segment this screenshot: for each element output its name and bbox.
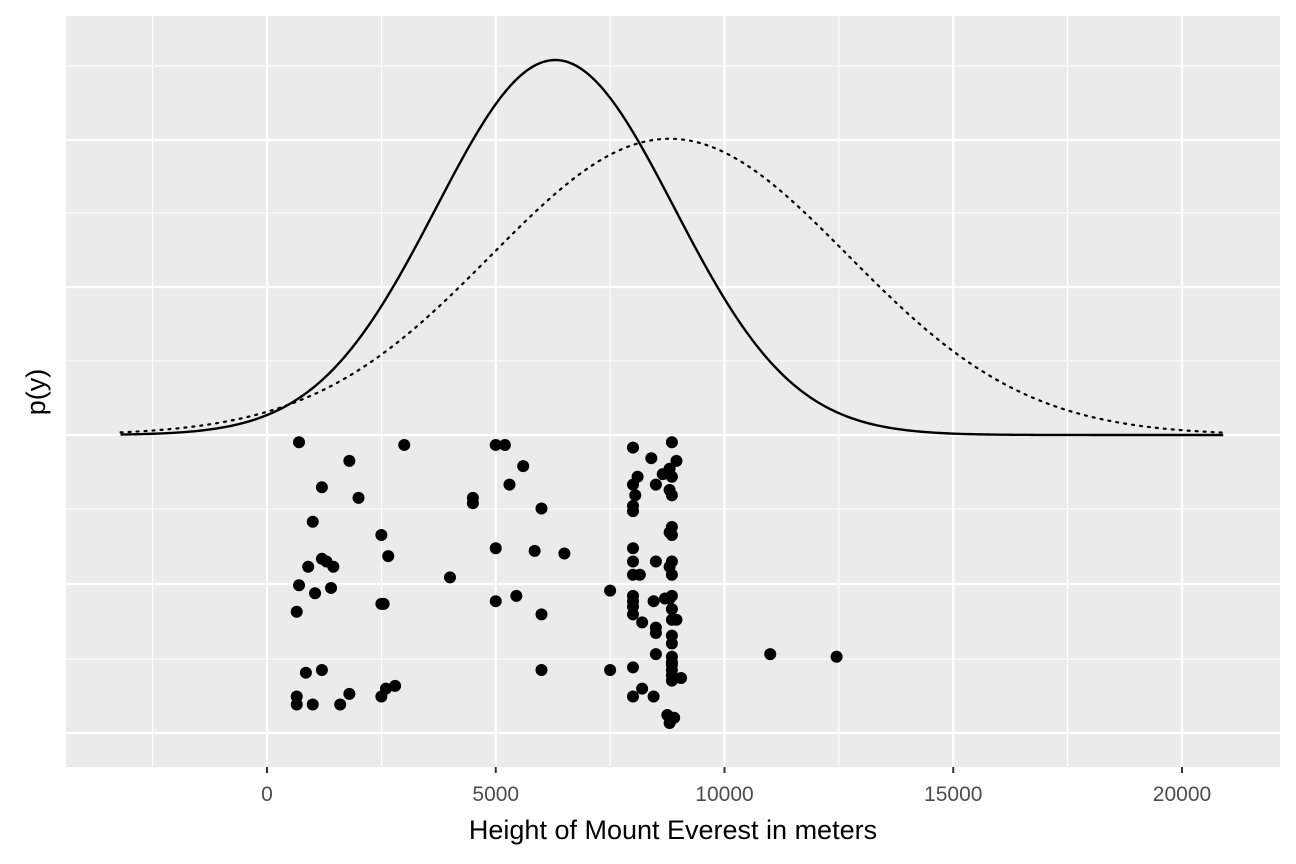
data-point xyxy=(299,666,312,679)
data-point xyxy=(629,489,642,502)
data-point xyxy=(665,436,678,449)
data-point xyxy=(649,626,662,639)
x-tick-label: 20000 xyxy=(1153,783,1211,806)
data-point xyxy=(665,568,678,581)
data-point xyxy=(375,690,388,703)
data-point xyxy=(315,664,328,677)
data-point xyxy=(649,648,662,661)
data-point xyxy=(675,671,688,684)
data-point xyxy=(665,489,678,502)
density-curve-solid xyxy=(120,58,1224,437)
data-point xyxy=(649,478,662,491)
x-tick-label: 5000 xyxy=(472,783,519,806)
data-point xyxy=(325,581,338,594)
density-curve-dotted xyxy=(119,137,1225,434)
data-point xyxy=(382,550,395,563)
data-point xyxy=(627,542,639,555)
x-tick-label: 10000 xyxy=(695,783,753,806)
x-tick-label: 0 xyxy=(261,783,273,806)
data-point xyxy=(535,502,548,515)
data-point xyxy=(636,616,649,629)
data-point xyxy=(668,711,681,724)
data-point xyxy=(290,605,303,618)
data-point xyxy=(327,560,340,573)
data-point xyxy=(466,497,479,510)
data-point xyxy=(627,505,639,518)
data-point xyxy=(444,571,456,584)
density-curves xyxy=(119,58,1225,437)
data-point xyxy=(627,478,639,491)
data-point xyxy=(665,637,678,650)
data-point xyxy=(670,613,683,626)
data-point xyxy=(489,595,502,608)
data-point xyxy=(647,690,660,703)
data-point xyxy=(665,674,678,687)
data-point xyxy=(830,650,843,663)
x-axis-title: Height of Mount Everest in meters xyxy=(469,815,877,845)
data-point xyxy=(647,595,660,608)
data-point xyxy=(604,664,617,677)
data-point xyxy=(498,438,511,451)
data-point xyxy=(489,438,502,451)
data-point xyxy=(293,579,306,592)
data-point xyxy=(558,547,571,560)
data-point xyxy=(302,560,315,573)
data-point xyxy=(510,589,523,602)
data-point xyxy=(306,698,319,711)
data-point xyxy=(377,597,390,610)
data-point xyxy=(627,690,639,703)
data-point xyxy=(535,608,548,621)
data-point xyxy=(293,436,306,449)
data-point xyxy=(315,481,328,494)
data-point xyxy=(535,664,548,677)
data-point xyxy=(290,698,303,711)
data-point xyxy=(633,568,646,581)
data-point xyxy=(764,648,777,661)
scatter-points xyxy=(290,436,843,729)
data-point xyxy=(352,491,365,504)
data-point xyxy=(398,438,411,451)
data-point xyxy=(517,460,530,473)
data-point xyxy=(528,544,541,557)
data-point xyxy=(636,682,649,695)
data-point xyxy=(663,592,676,605)
x-axis-tick-labels: 0 5000 10000 15000 20000 xyxy=(261,783,1211,806)
data-point xyxy=(649,555,662,568)
data-point xyxy=(665,603,678,616)
data-point xyxy=(665,528,678,541)
data-point xyxy=(389,679,402,692)
x-tick-label: 15000 xyxy=(924,783,982,806)
data-point xyxy=(375,528,388,541)
y-axis-title: p(y) xyxy=(21,369,51,416)
data-point xyxy=(343,454,356,467)
data-point xyxy=(665,470,678,483)
data-point xyxy=(645,452,658,465)
data-point xyxy=(503,478,516,491)
data-point xyxy=(604,584,617,597)
data-point xyxy=(306,515,319,528)
data-point xyxy=(489,542,502,555)
data-point xyxy=(627,661,639,674)
data-point xyxy=(627,555,639,568)
data-point xyxy=(627,608,639,621)
data-point xyxy=(627,441,639,454)
major-gridlines xyxy=(66,16,1280,767)
data-point xyxy=(309,587,322,600)
data-point xyxy=(334,698,347,711)
data-point xyxy=(656,468,669,481)
data-point xyxy=(343,687,356,700)
data-point xyxy=(670,454,683,467)
x-axis-ticks xyxy=(266,767,1183,773)
